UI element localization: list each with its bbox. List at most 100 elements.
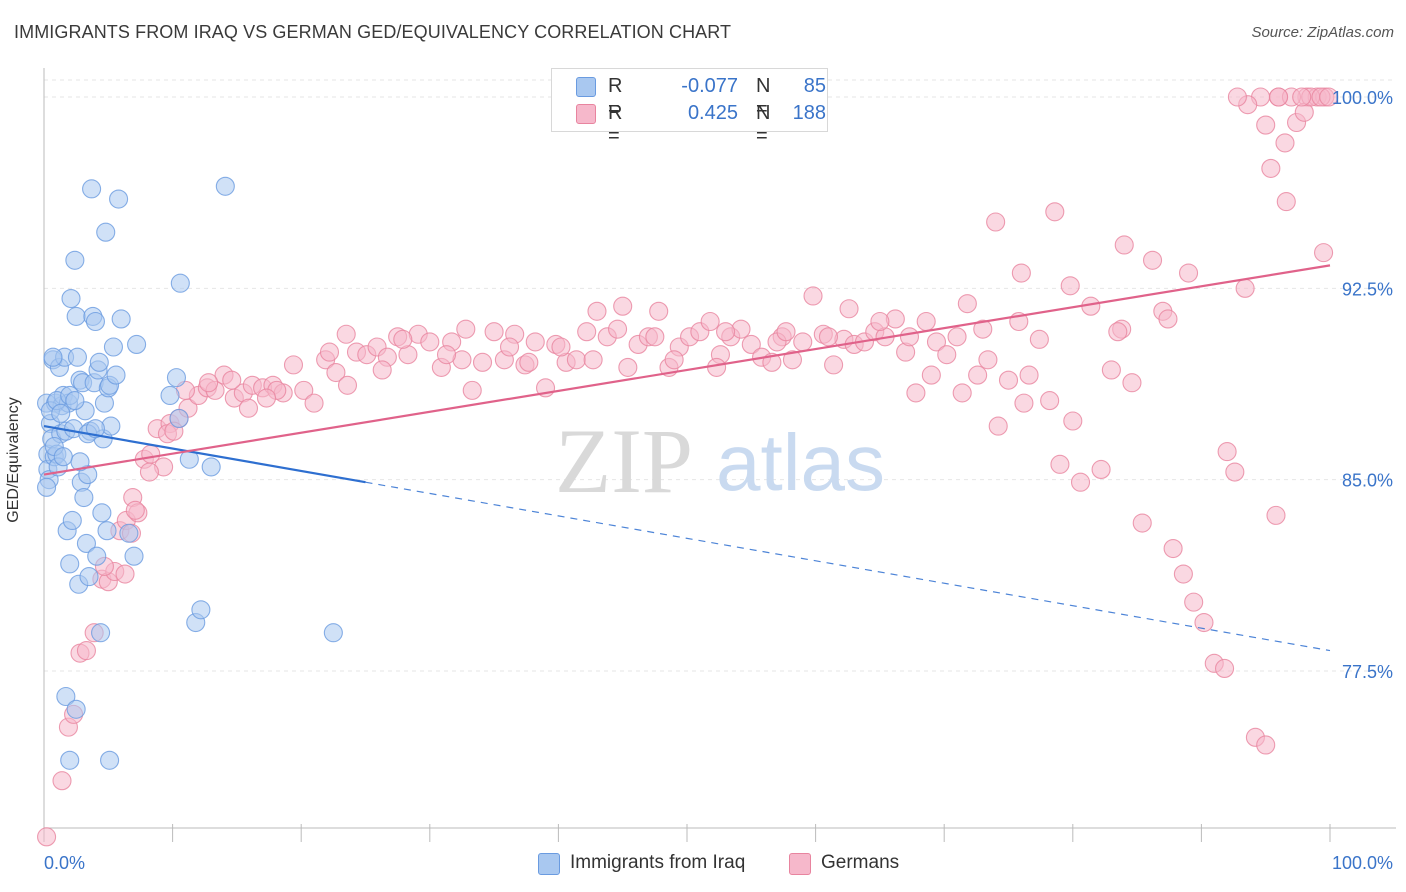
german-point xyxy=(238,398,259,418)
german-point xyxy=(256,388,277,408)
german-point xyxy=(1101,360,1121,380)
german-point xyxy=(803,286,823,306)
chart-title: IMMIGRANTS FROM IRAQ VS GERMAN GED/EQUIV… xyxy=(14,22,732,42)
german-point xyxy=(566,350,586,370)
german-point xyxy=(957,294,977,314)
german-point xyxy=(283,355,304,375)
german-point xyxy=(649,301,669,321)
bottom-legend-swatch-germans xyxy=(789,853,811,875)
german-point xyxy=(462,380,482,400)
german-point xyxy=(978,350,998,370)
y-axis-label: GED/Equivalency xyxy=(5,397,22,523)
german-point xyxy=(947,327,967,347)
iraq-point xyxy=(53,447,73,467)
y-tick-label: 85.0% xyxy=(1342,471,1393,491)
iraq-point xyxy=(85,311,105,332)
german-point xyxy=(741,334,761,355)
iraq-point xyxy=(56,686,76,707)
iraq-point xyxy=(76,533,96,553)
german-point xyxy=(1108,322,1128,342)
iraq-point xyxy=(92,503,112,523)
german-point xyxy=(1132,513,1152,533)
german-point xyxy=(664,350,684,370)
y-tick-label: 77.5% xyxy=(1342,662,1393,682)
bottom-legend-label-iraq: Immigrants from Iraq xyxy=(570,852,746,873)
iraq-point xyxy=(37,477,57,497)
german-point xyxy=(1269,87,1289,107)
iraq-point xyxy=(97,521,117,541)
german-point xyxy=(1014,393,1034,413)
german-point xyxy=(776,322,796,342)
correlation-legend: R = -0.077 N = 85 R = 0.425 N = 188 xyxy=(551,68,828,147)
german-point xyxy=(519,352,539,372)
german-point xyxy=(1235,278,1255,298)
legend-swatch-germans xyxy=(576,104,596,124)
german-point xyxy=(139,462,160,482)
iraq-point xyxy=(96,222,116,242)
german-point xyxy=(1214,658,1235,678)
german-point xyxy=(1070,472,1091,492)
iraq-point xyxy=(106,365,126,385)
german-point xyxy=(1178,263,1199,283)
german-point xyxy=(1040,391,1060,411)
german-point xyxy=(372,360,392,380)
iraq-point xyxy=(169,408,189,428)
bottom-legend-swatch-iraq xyxy=(538,853,560,875)
german-point xyxy=(937,345,957,365)
watermark-atlas: atlas xyxy=(716,418,885,507)
german-point xyxy=(870,311,890,332)
german-point xyxy=(988,416,1008,436)
german-point xyxy=(420,332,440,352)
german-point xyxy=(304,393,324,413)
iraq-point xyxy=(82,179,102,199)
legend-swatch-iraq xyxy=(576,77,596,97)
iraq-point xyxy=(109,189,129,209)
german-point xyxy=(577,322,597,342)
iraq-point xyxy=(170,273,190,293)
german-point xyxy=(839,299,859,319)
german-point xyxy=(926,332,947,352)
y-tick-label: 100.0% xyxy=(1332,88,1393,108)
iraq-point xyxy=(124,546,144,566)
x-tick-label: 100.0% xyxy=(1332,853,1393,873)
german-point xyxy=(115,564,135,584)
iraq-point xyxy=(62,510,82,531)
german-point xyxy=(52,771,72,791)
german-point xyxy=(393,329,413,349)
german-point xyxy=(645,327,665,347)
x-tick-label: 0.0% xyxy=(44,853,85,873)
german-point xyxy=(1314,243,1334,263)
iraq-point xyxy=(43,347,63,367)
watermark: ZIP atlas xyxy=(555,410,885,512)
iraq-point xyxy=(91,623,111,643)
iraq-point xyxy=(51,403,71,423)
german-point xyxy=(613,296,633,316)
german-point xyxy=(618,357,638,377)
german-point xyxy=(336,324,356,344)
german-point xyxy=(973,319,993,339)
german-point xyxy=(700,311,720,332)
german-point xyxy=(1225,462,1245,482)
german-point xyxy=(968,365,988,385)
german-point xyxy=(921,365,941,385)
german-point xyxy=(1319,87,1339,107)
german-point xyxy=(1184,592,1204,612)
german-point xyxy=(1217,442,1237,462)
german-point xyxy=(1266,505,1286,525)
german-point xyxy=(587,301,607,321)
german-point xyxy=(1173,564,1193,584)
german-point xyxy=(199,373,219,393)
german-point xyxy=(472,352,493,372)
iraq-point xyxy=(100,750,120,770)
german-point xyxy=(456,319,476,339)
iraq-point xyxy=(215,176,235,196)
legend-n-label: N = xyxy=(756,75,771,120)
legend-n-value: 188 xyxy=(792,102,826,124)
german-point xyxy=(1275,133,1295,153)
source-label: Source: ZipAtlas.com xyxy=(1251,24,1394,41)
german-point xyxy=(986,212,1006,232)
german-point xyxy=(1122,373,1142,393)
german-point xyxy=(1063,411,1083,431)
german-point xyxy=(436,345,457,365)
